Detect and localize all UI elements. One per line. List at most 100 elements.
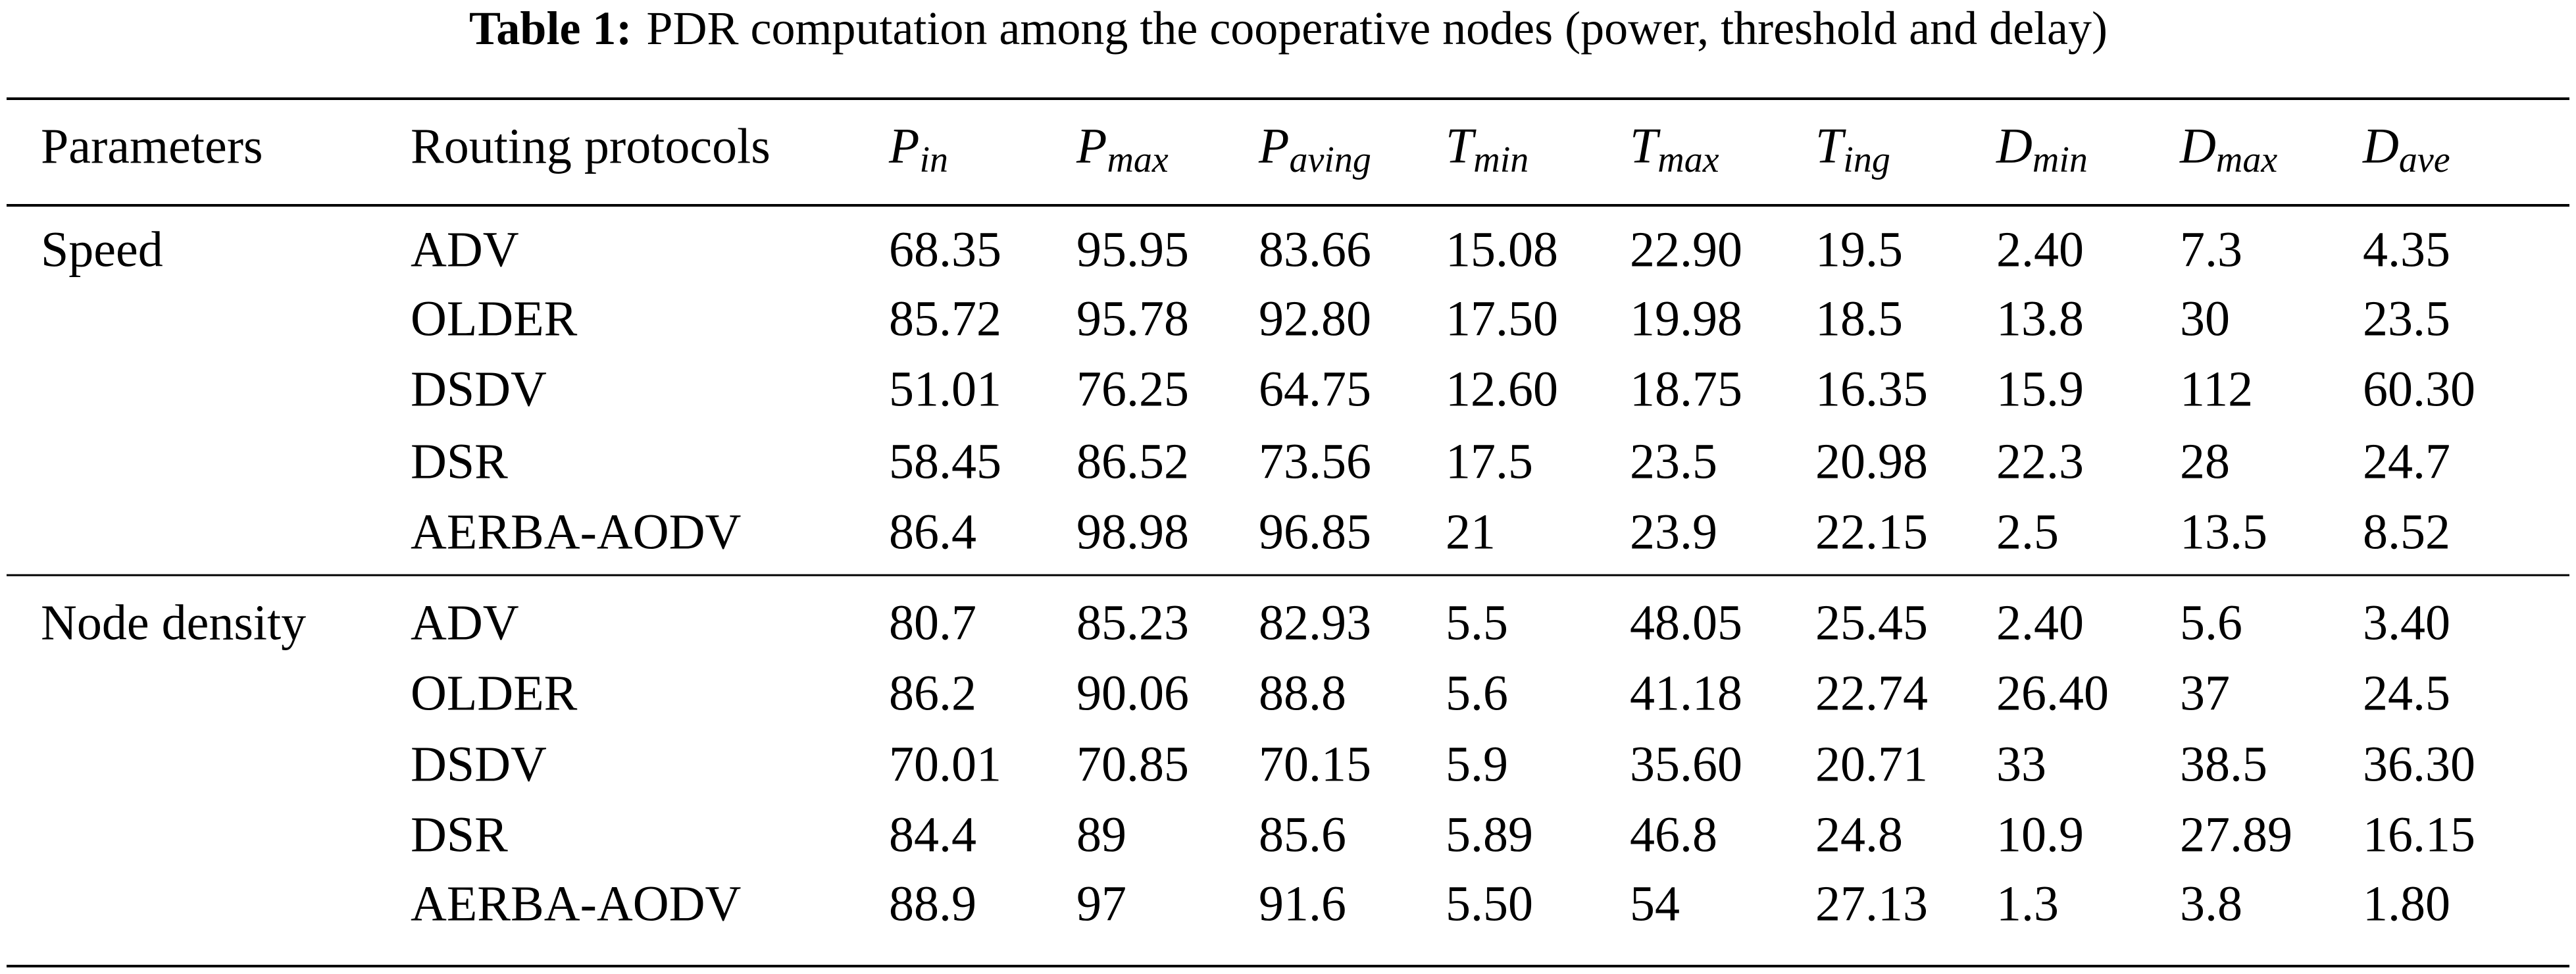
value-cell: 2.40 <box>1996 222 2084 277</box>
value-cell: 70.15 <box>1259 736 1371 792</box>
value-cell: 5.5 <box>1446 595 1508 650</box>
value-cell: 22.74 <box>1815 665 1928 721</box>
value-cell: 46.8 <box>1630 807 1717 862</box>
value-cell: 15.9 <box>1996 361 2084 417</box>
protocol-cell: AERBA-AODV <box>411 504 742 559</box>
protocol-cell: AERBA-AODV <box>411 876 742 931</box>
value-cell: 70.01 <box>889 736 1001 792</box>
header-cell: Parameters <box>41 118 263 174</box>
header-subscript: ave <box>2399 140 2450 180</box>
value-cell: 92.80 <box>1259 291 1371 346</box>
value-cell: 5.50 <box>1446 876 1533 931</box>
value-cell: 90.06 <box>1076 665 1189 721</box>
value-cell: 4.35 <box>2363 222 2450 277</box>
value-cell: 85.23 <box>1076 595 1189 650</box>
protocol-cell: ADV <box>411 222 519 277</box>
value-cell: 5.6 <box>1446 665 1508 721</box>
value-cell: 7.3 <box>2180 222 2242 277</box>
header-cell: Paving <box>1258 118 1371 180</box>
value-cell: 23.5 <box>1630 434 1717 489</box>
value-cell: 88.9 <box>889 876 976 931</box>
value-cell: 24.7 <box>2363 434 2450 489</box>
value-cell: 27.89 <box>2180 807 2292 862</box>
protocol-cell: DSDV <box>411 736 547 792</box>
header-symbol: D <box>1996 118 2033 174</box>
header-symbol: P <box>1258 118 1289 174</box>
value-cell: 18.75 <box>1630 361 1742 417</box>
value-cell: 25.45 <box>1815 595 1928 650</box>
value-cell: 5.9 <box>1446 736 1508 792</box>
protocol-cell: OLDER <box>411 665 578 721</box>
header-symbol: T <box>1630 118 1661 174</box>
value-cell: 16.15 <box>2363 807 2475 862</box>
header-subscript: max <box>1107 140 1168 180</box>
value-cell: 22.90 <box>1630 222 1742 277</box>
value-cell: 54 <box>1630 876 1680 931</box>
parameter-cell: Speed <box>41 222 163 277</box>
value-cell: 51.01 <box>889 361 1001 417</box>
caption-text: PDR computation among the cooperative no… <box>646 2 2108 55</box>
caption-label: Table 1: <box>469 2 632 55</box>
value-cell: 35.60 <box>1630 736 1742 792</box>
value-cell: 15.08 <box>1446 222 1558 277</box>
value-cell: 22.3 <box>1996 434 2084 489</box>
value-cell: 76.25 <box>1076 361 1189 417</box>
value-cell: 23.9 <box>1630 504 1717 559</box>
value-cell: 19.98 <box>1630 291 1742 346</box>
value-cell: 41.18 <box>1630 665 1742 721</box>
value-cell: 95.78 <box>1076 291 1189 346</box>
value-cell: 37 <box>2180 665 2230 721</box>
value-cell: 2.5 <box>1996 504 2059 559</box>
value-cell: 24.8 <box>1815 807 1903 862</box>
header-cell: Tmax <box>1630 118 1719 180</box>
value-cell: 2.40 <box>1996 595 2084 650</box>
protocol-cell: DSR <box>411 434 508 489</box>
header-symbol: P <box>888 118 919 174</box>
header-symbol: T <box>1446 118 1477 174</box>
value-cell: 8.52 <box>2363 504 2450 559</box>
protocol-cell: ADV <box>411 595 519 650</box>
header-cell: Tmin <box>1446 118 1528 180</box>
header-subscript: ing <box>1843 140 1890 180</box>
value-cell: 84.4 <box>889 807 976 862</box>
value-cell: 86.2 <box>889 665 976 721</box>
value-cell: 36.30 <box>2363 736 2475 792</box>
header-cell: Ting <box>1815 118 1890 180</box>
header-cell: Dave <box>2362 118 2450 180</box>
value-cell: 20.71 <box>1815 736 1928 792</box>
value-cell: 86.52 <box>1076 434 1189 489</box>
header-subscript: max <box>1657 140 1719 180</box>
protocol-cell: DSR <box>411 807 508 862</box>
value-cell: 96.85 <box>1259 504 1371 559</box>
value-cell: 38.5 <box>2180 736 2267 792</box>
value-cell: 91.6 <box>1259 876 1346 931</box>
header-cell: Pmax <box>1076 118 1169 180</box>
value-cell: 1.3 <box>1996 876 2059 931</box>
value-cell: 16.35 <box>1815 361 1928 417</box>
header-symbol: P <box>1076 118 1107 174</box>
header-cell: Dmin <box>1996 118 2088 180</box>
value-cell: 23.5 <box>2363 291 2450 346</box>
value-cell: 80.7 <box>889 595 976 650</box>
value-cell: 112 <box>2180 361 2253 417</box>
value-cell: 73.56 <box>1259 434 1371 489</box>
value-cell: 20.98 <box>1815 434 1928 489</box>
value-cell: 5.89 <box>1446 807 1533 862</box>
value-cell: 13.8 <box>1996 291 2084 346</box>
value-cell: 68.35 <box>889 222 1001 277</box>
header-subscript: min <box>2033 140 2088 180</box>
value-cell: 58.45 <box>889 434 1001 489</box>
value-cell: 27.13 <box>1815 876 1928 931</box>
value-cell: 97 <box>1076 876 1126 931</box>
value-cell: 33 <box>1996 736 2046 792</box>
header-subscript: min <box>1473 140 1528 180</box>
value-cell: 18.5 <box>1815 291 1903 346</box>
value-cell: 17.50 <box>1446 291 1558 346</box>
value-cell: 89 <box>1076 807 1126 862</box>
value-cell: 3.40 <box>2363 595 2450 650</box>
value-cell: 13.5 <box>2180 504 2267 559</box>
protocol-cell: OLDER <box>411 291 578 346</box>
header-cell: Pin <box>888 118 948 180</box>
